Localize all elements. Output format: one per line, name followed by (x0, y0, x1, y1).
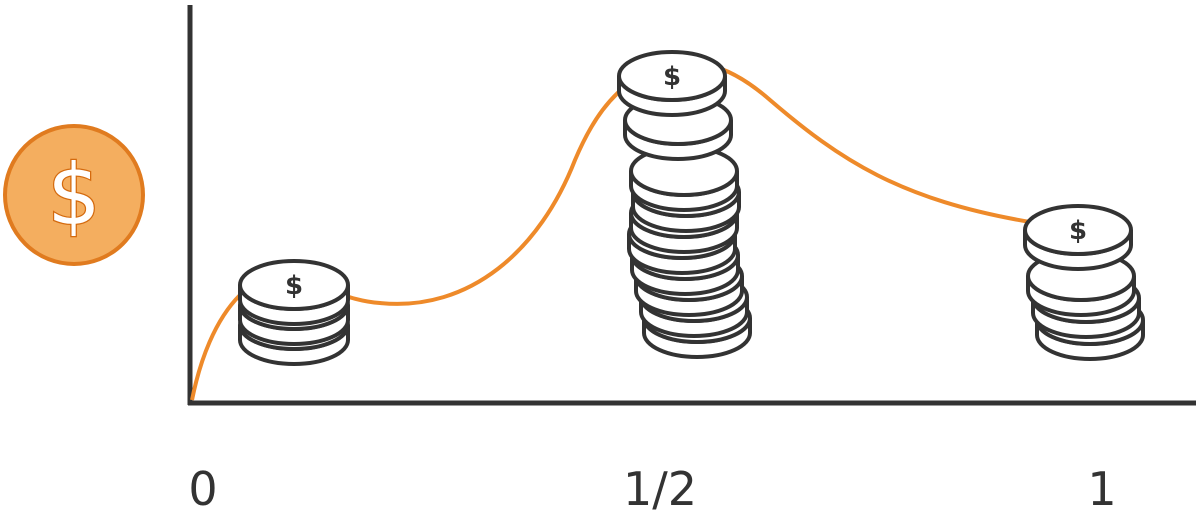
coin-stack-peak: $ (617, 50, 752, 359)
tick-label-half: 1/2 (623, 462, 697, 514)
coin-dollar-symbol: $ (663, 62, 681, 92)
coin (238, 259, 350, 326)
coin-stack-low: $ (238, 259, 350, 366)
coin (1023, 204, 1133, 271)
coin (617, 50, 727, 117)
tick-label-0: 0 (188, 462, 217, 514)
coin-dollar-symbol: $ (285, 271, 303, 301)
tick-label-1: 1 (1087, 462, 1116, 514)
dollar-coin-icon: $ (3, 124, 145, 266)
coin-dollar-symbol: $ (1069, 216, 1087, 246)
dollar-coin-symbol: $ (47, 146, 100, 244)
coin-stack-end: $ (1023, 204, 1145, 361)
